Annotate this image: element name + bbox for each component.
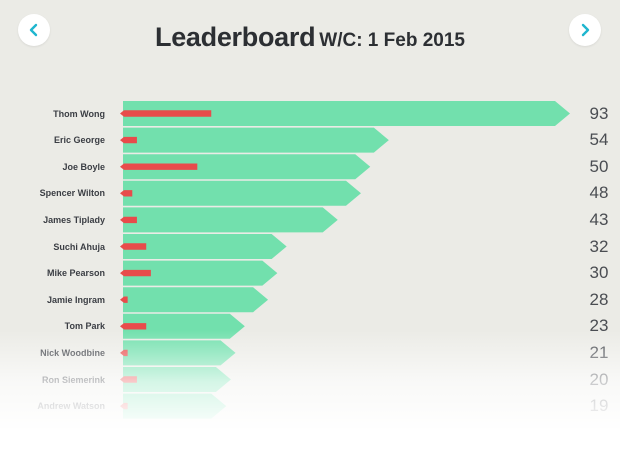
player-name: Suchi Ahuja bbox=[53, 241, 105, 252]
player-score: 30 bbox=[589, 263, 609, 283]
player-name: James Tiplady bbox=[43, 214, 105, 225]
score-bar bbox=[123, 207, 338, 233]
leaderboard-row[interactable] bbox=[120, 234, 287, 259]
leaderboard-row[interactable] bbox=[120, 313, 245, 339]
player-name: Mike Pearson bbox=[46, 268, 105, 279]
page-title: Leaderboard W/C: 1 Feb 2015 bbox=[0, 22, 620, 53]
score-bar bbox=[123, 260, 278, 286]
leaderboard-row[interactable] bbox=[120, 127, 389, 153]
score-bar bbox=[123, 234, 287, 259]
score-bar bbox=[123, 180, 361, 206]
change-marker bbox=[120, 243, 147, 250]
leaderboard-row[interactable] bbox=[120, 260, 278, 286]
player-score: 93 bbox=[589, 103, 609, 123]
prev-week-button[interactable] bbox=[18, 14, 50, 46]
player-name: Spencer Wilton bbox=[39, 188, 105, 199]
change-marker bbox=[120, 190, 133, 197]
player-score: 23 bbox=[589, 316, 609, 336]
leaderboard-row[interactable] bbox=[120, 180, 361, 206]
player-name: Ron Siemerink bbox=[41, 374, 105, 385]
chevron-left-icon bbox=[29, 23, 38, 37]
player-score: 19 bbox=[589, 396, 609, 416]
player-score: 28 bbox=[589, 289, 609, 309]
next-week-button[interactable] bbox=[569, 14, 601, 46]
change-marker bbox=[120, 163, 198, 170]
leaderboard-row[interactable] bbox=[120, 367, 231, 392]
change-marker bbox=[120, 349, 128, 357]
leaderboard-row[interactable] bbox=[120, 393, 227, 419]
change-marker bbox=[120, 269, 151, 277]
chevron-right-icon bbox=[581, 23, 590, 37]
score-bar bbox=[123, 127, 389, 153]
change-marker bbox=[120, 296, 128, 303]
score-bar bbox=[123, 393, 227, 419]
title-text: Leaderboard bbox=[155, 22, 316, 52]
leaderboard-row[interactable] bbox=[120, 340, 236, 366]
leaderboard-row[interactable] bbox=[120, 287, 269, 313]
change-marker bbox=[120, 216, 137, 224]
score-bar bbox=[123, 154, 371, 180]
leaderboard-row[interactable] bbox=[120, 154, 371, 180]
player-name: Jamie Ingram bbox=[46, 294, 105, 305]
change-marker bbox=[120, 402, 128, 410]
player-name: Thom Wong bbox=[53, 108, 105, 119]
change-marker bbox=[120, 323, 147, 330]
player-name: Eric George bbox=[53, 135, 105, 146]
score-bar bbox=[123, 340, 236, 366]
player-score: 32 bbox=[589, 236, 609, 256]
score-bar bbox=[123, 287, 269, 313]
player-score: 50 bbox=[589, 156, 609, 176]
leaderboard-row[interactable] bbox=[120, 207, 338, 233]
player-name: Tom Park bbox=[64, 321, 105, 332]
player-score: 54 bbox=[589, 130, 609, 150]
change-marker bbox=[120, 376, 137, 383]
player-name: Andrew Watson bbox=[37, 401, 105, 412]
score-bar bbox=[123, 367, 231, 392]
player-score: 20 bbox=[589, 369, 609, 389]
change-marker bbox=[120, 136, 137, 144]
week-commencing-label: W/C: 1 Feb 2015 bbox=[319, 30, 465, 51]
score-bar bbox=[123, 101, 570, 126]
player-score: 48 bbox=[589, 183, 609, 203]
player-score: 43 bbox=[589, 209, 609, 229]
player-name: Joe Boyle bbox=[62, 161, 105, 172]
player-score: 21 bbox=[589, 342, 609, 362]
leaderboard-row[interactable] bbox=[120, 101, 570, 126]
change-marker bbox=[120, 110, 212, 117]
player-name: Nick Woodbine bbox=[40, 347, 105, 358]
